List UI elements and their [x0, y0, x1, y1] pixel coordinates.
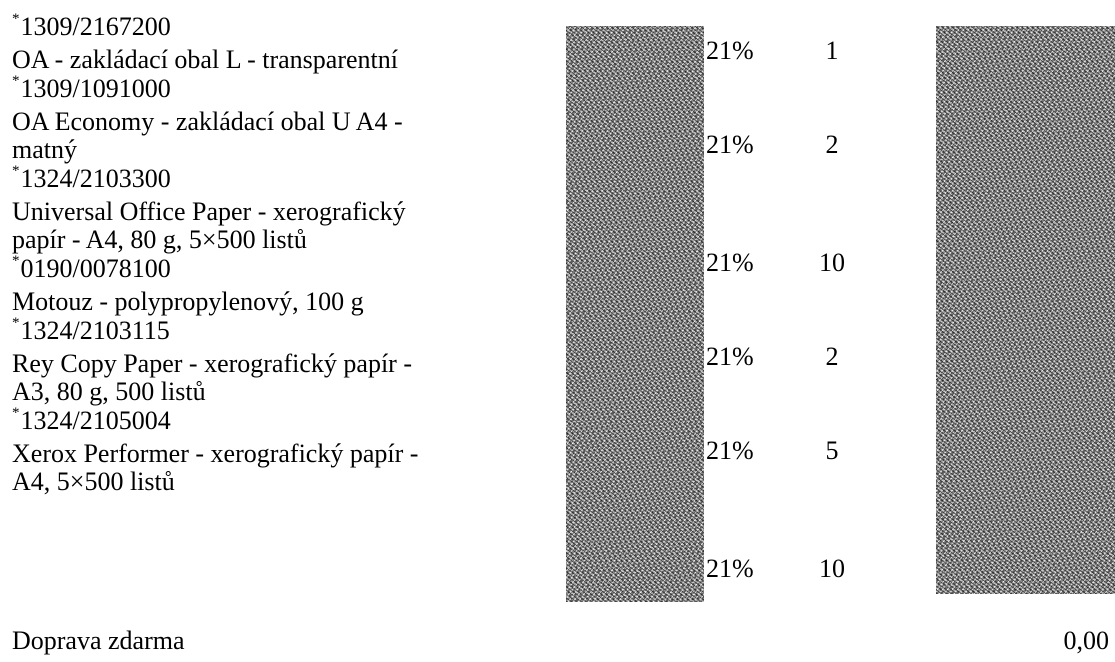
item-quantity: 10	[819, 248, 845, 277]
code-marker: *	[12, 163, 20, 179]
item-vat: 21%	[706, 436, 754, 465]
redacted-total-column	[936, 26, 1115, 594]
item-name: Rey Copy Paper - xerografický papír -	[12, 349, 412, 378]
item-vat: 21%	[706, 36, 754, 65]
item-quantity: 1	[825, 36, 839, 65]
item-list: *1309/2167200 OA - zakládací obal L - tr…	[12, 11, 552, 496]
item-name: OA Economy - zakládací obal U A4 -	[12, 107, 403, 136]
item-code-text: 1324/2105004	[20, 406, 171, 435]
list-item: *1324/2103300 Universal Office Paper - x…	[12, 163, 552, 254]
item-code: *1309/1091000	[12, 73, 552, 108]
redacted-price-column	[566, 26, 704, 602]
shipping-price: 0,00	[1063, 626, 1110, 655]
item-name-continued: A3, 80 g, 500 listů	[12, 377, 206, 406]
item-name: Motouz - polypropylenový, 100 g	[12, 287, 364, 316]
item-code-text: 1309/2167200	[20, 12, 171, 41]
item-code: *1324/2103115	[12, 315, 552, 350]
item-vat: 21%	[706, 554, 754, 583]
item-code: *1324/2103300	[12, 163, 552, 198]
code-marker: *	[12, 253, 20, 269]
item-code: *1309/2167200	[12, 11, 552, 46]
shipping-label: Doprava zdarma	[12, 626, 185, 655]
item-vat: 21%	[706, 342, 754, 371]
list-item: *1324/2105004 Xerox Performer - xerograf…	[12, 405, 552, 496]
item-name: OA - zakládací obal L - transparentní	[12, 45, 398, 74]
item-code-text: 0190/0078100	[20, 254, 171, 283]
item-quantity: 10	[819, 554, 845, 583]
code-marker: *	[12, 73, 20, 89]
item-vat: 21%	[706, 130, 754, 159]
list-item: *1324/2103115 Rey Copy Paper - xerografi…	[12, 315, 552, 406]
code-marker: *	[12, 405, 20, 421]
item-quantity: 5	[825, 436, 839, 465]
item-name: Xerox Performer - xerografický papír -	[12, 439, 419, 468]
item-code: *1324/2105004	[12, 405, 552, 440]
item-code: *0190/0078100	[12, 253, 552, 288]
item-quantity: 2	[825, 130, 839, 159]
item-name-continued: matný	[12, 135, 77, 164]
list-item: *1309/2167200 OA - zakládací obal L - tr…	[12, 11, 552, 74]
item-name-continued: A4, 5×500 listů	[12, 467, 175, 496]
item-code-text: 1309/1091000	[20, 74, 171, 103]
item-name: Universal Office Paper - xerografický	[12, 197, 406, 226]
item-quantity: 2	[825, 342, 839, 371]
code-marker: *	[12, 11, 20, 27]
item-code-text: 1324/2103115	[20, 316, 170, 345]
list-item: *0190/0078100 Motouz - polypropylenový, …	[12, 253, 552, 316]
item-vat: 21%	[706, 248, 754, 277]
item-code-text: 1324/2103300	[20, 164, 171, 193]
item-name-continued: papír - A4, 80 g, 5×500 listů	[12, 225, 307, 254]
list-item: *1309/1091000 OA Economy - zakládací oba…	[12, 73, 552, 164]
code-marker: *	[12, 315, 20, 331]
